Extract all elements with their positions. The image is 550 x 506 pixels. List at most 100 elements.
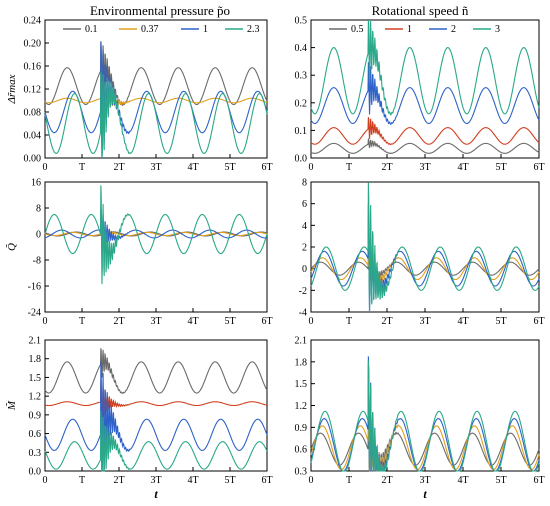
y-tick-label: -4 [299, 308, 307, 319]
y-tick-label: 4 [302, 221, 307, 232]
x-tick-label: 3T [150, 316, 161, 327]
series-line-0_37 [44, 380, 268, 422]
x-tick-label: 0 [309, 475, 314, 486]
y-axis-label: Δr̃max [6, 74, 18, 104]
plot-frame [44, 19, 268, 159]
legend-label: 2.3 [247, 24, 260, 35]
y-tick-label: 1.2 [29, 392, 42, 403]
series-line-0_5 [310, 137, 540, 155]
series-line-0_5 [310, 250, 540, 288]
y-tick-label: 0.16 [24, 62, 42, 73]
x-tick-label: 4T [187, 316, 198, 327]
x-tick-label: T [346, 475, 352, 486]
y-tick-label: 0.4 [295, 43, 308, 54]
y-tick-label: 0.6 [29, 429, 42, 440]
x-tick-label: 6T [261, 162, 272, 173]
x-tick-label: T [79, 475, 85, 486]
y-tick-label: 1.5 [295, 379, 308, 390]
series-line-0_5 [310, 388, 540, 472]
y-tick-label: 8 [302, 178, 307, 189]
legend-label: 3 [495, 24, 500, 35]
y-tick-label: 0.0 [295, 154, 308, 165]
y-tick-label: 0.0 [29, 467, 42, 478]
x-tick-label: T [79, 316, 85, 327]
y-tick-label: 0.3 [29, 448, 42, 459]
x-tick-label: 6T [261, 475, 272, 486]
x-tick-label: 3T [419, 316, 430, 327]
chart-panel-right-top: 0.0 0.1 0.2 0.3 0.4 0.5 0 T 2T 3T 4T 5T 6T 0.5 1 2 3 [295, 16, 545, 174]
x-tick-label: 3T [150, 162, 161, 173]
y-tick-label: 1.8 [295, 357, 308, 368]
y-tick-label: 0.6 [295, 445, 308, 456]
x-tick-label: 0 [43, 162, 48, 173]
x-tick-label: 6T [533, 475, 544, 486]
legend-label: 2 [451, 24, 456, 35]
x-tick-label: 5T [224, 162, 235, 173]
x-tick-label: 2T [113, 475, 124, 486]
series-line-3 [310, 182, 540, 313]
x-tick-label: 6T [533, 316, 544, 327]
y-tick-label: 1.2 [295, 401, 308, 412]
x-tick-label: 3T [419, 475, 430, 486]
x-tick-label: 5T [224, 316, 235, 327]
x-tick-label: T [346, 162, 352, 173]
y-tick-label: 1.8 [29, 354, 42, 365]
left-column-title: Environmental pressure p̃o [90, 3, 230, 18]
legend-label: 0.37 [141, 24, 159, 35]
chart-panel-left-bot: 0.0 0.3 0.6 0.9 1.2 1.5 1.8 2.1 0 T 2T 3T 4T 5T 6T M̃ t [5, 336, 272, 502]
y-tick-label: -2 [299, 286, 307, 297]
series-line-2_3 [44, 72, 268, 159]
x-tick-label: 0 [43, 316, 48, 327]
series-line-2_3 [44, 185, 268, 285]
series-line-3 [310, 19, 540, 116]
chart-panel-right-mid: -4 -2 0 2 4 6 8 0 T 2T 3T 4T 5T 6T [299, 178, 545, 328]
y-tick-label: 0.3 [295, 71, 308, 82]
x-tick-label: 3T [150, 475, 161, 486]
series-line-1 [310, 238, 540, 294]
y-tick-label: 16 [31, 178, 41, 189]
x-tick-label: 5T [495, 162, 506, 173]
y-tick-label: -8 [33, 256, 41, 267]
series-line-1 [310, 361, 540, 472]
series-line-0_1 [44, 348, 268, 395]
x-tick-label: 5T [495, 475, 506, 486]
chart-panel-left-top: 0.00 0.04 0.08 0.12 0.16 0.20 0.24 0 T 2T 3T 4T 5T 6T… [6, 16, 273, 174]
x-axis-label: t [154, 487, 158, 501]
y-tick-label: 1.5 [29, 373, 42, 384]
chart-panel-right-bot: 0.3 0.6 0.9 1.2 1.5 1.8 2.1 0 T 2T 3T 4T 5T 6T t [295, 336, 545, 502]
series-line-0_1 [44, 41, 268, 107]
y-axis-label: M̃ [5, 400, 18, 411]
y-axis-label: Q̃ [5, 243, 18, 251]
legend-label: 1 [203, 24, 208, 35]
y-tick-label: 0.9 [295, 423, 308, 434]
x-tick-label: 4T [187, 475, 198, 486]
x-tick-label: 0 [309, 162, 314, 173]
y-tick-label: 0.08 [24, 108, 42, 119]
right-column-title: Rotational speed ñ [372, 3, 469, 18]
x-tick-label: 4T [457, 475, 468, 486]
x-tick-label: 2T [381, 475, 392, 486]
y-tick-label: 0 [302, 264, 307, 275]
x-tick-label: 3T [419, 162, 430, 173]
y-tick-label: 0.24 [24, 16, 42, 27]
x-tick-label: 6T [261, 316, 272, 327]
x-tick-label: 2T [113, 316, 124, 327]
y-tick-label: 0.5 [295, 16, 308, 27]
x-tick-label: 4T [457, 162, 468, 173]
plot-frame [310, 181, 540, 313]
series-line-2 [310, 203, 540, 313]
y-tick-label: 0 [36, 230, 41, 241]
x-tick-label: T [79, 162, 85, 173]
chart-panel-left-mid: -24 -16 -8 0 8 16 0 T 2T 3T 4T 5T 6T Q̃ [5, 178, 272, 328]
legend-label: 0.1 [85, 24, 98, 35]
y-tick-label: 0.04 [24, 131, 42, 142]
y-tick-label: 2.1 [295, 336, 308, 347]
y-tick-label: 0.1 [295, 126, 308, 137]
plot-frame [44, 181, 268, 313]
series-line-2 [310, 356, 540, 472]
y-tick-label: 0.20 [24, 39, 42, 50]
x-tick-label: 0 [309, 316, 314, 327]
y-tick-label: 0.2 [295, 98, 308, 109]
y-tick-label: 2.1 [29, 336, 42, 347]
